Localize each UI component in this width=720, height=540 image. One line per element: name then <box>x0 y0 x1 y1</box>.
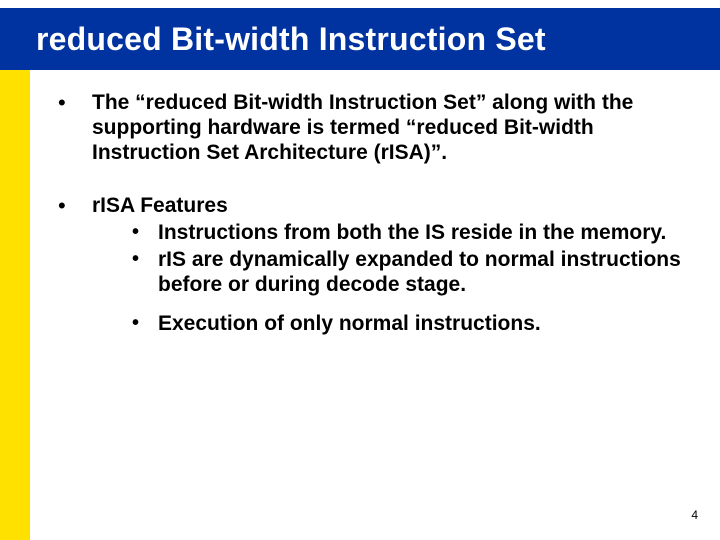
accent-bar <box>0 70 30 540</box>
bullet-text: rISA Features <box>92 193 686 218</box>
bullet-level2: • rIS are dynamically expanded to normal… <box>128 247 686 297</box>
bullet-marker: • <box>128 247 158 297</box>
bullet-text: The “reduced Bit-width Instruction Set” … <box>92 90 686 165</box>
bullet-level1: • rISA Features • Instructions from both… <box>56 193 686 348</box>
bullet-level1: • The “reduced Bit-width Instruction Set… <box>56 90 686 165</box>
sub-bullet-group: • Execution of only normal instructions. <box>128 311 686 336</box>
bullet-marker: • <box>56 90 92 165</box>
bullet-marker: • <box>56 193 92 348</box>
page-number: 4 <box>691 508 698 522</box>
bullet-level2: • Instructions from both the IS reside i… <box>128 220 686 245</box>
bullet-group: rISA Features • Instructions from both t… <box>92 193 686 348</box>
content-area: • The “reduced Bit-width Instruction Set… <box>56 90 686 376</box>
bullet-text: Instructions from both the IS reside in … <box>158 220 666 245</box>
slide-title: reduced Bit-width Instruction Set <box>36 21 546 58</box>
bullet-text: rIS are dynamically expanded to normal i… <box>158 247 686 297</box>
bullet-marker: • <box>128 220 158 245</box>
title-band: reduced Bit-width Instruction Set <box>0 8 720 70</box>
bullet-level2: • Execution of only normal instructions. <box>128 311 686 336</box>
slide: reduced Bit-width Instruction Set • The … <box>0 0 720 540</box>
sub-bullet-group: • Instructions from both the IS reside i… <box>128 220 686 297</box>
bullet-text: Execution of only normal instructions. <box>158 311 541 336</box>
bullet-marker: • <box>128 311 158 336</box>
